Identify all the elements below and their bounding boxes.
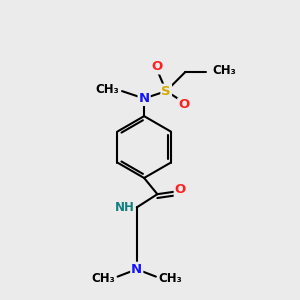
Text: O: O [178,98,190,111]
Text: NH: NH [115,201,134,214]
Text: N: N [131,263,142,276]
Text: CH₃: CH₃ [91,272,115,285]
Text: CH₃: CH₃ [159,272,183,285]
Text: O: O [175,183,186,196]
Text: CH₃: CH₃ [95,83,119,96]
Text: O: O [152,61,163,74]
Text: S: S [161,85,171,98]
Text: N: N [139,92,150,105]
Text: CH₃: CH₃ [212,64,236,77]
